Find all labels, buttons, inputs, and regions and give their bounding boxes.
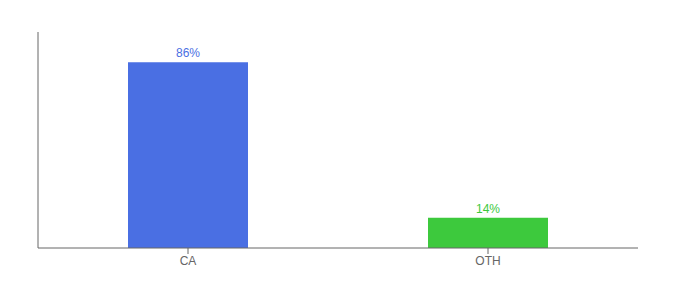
svg-text:CA: CA — [180, 254, 197, 268]
svg-text:OTH: OTH — [475, 254, 500, 268]
svg-text:86%: 86% — [176, 46, 200, 60]
svg-text:14%: 14% — [476, 202, 500, 216]
